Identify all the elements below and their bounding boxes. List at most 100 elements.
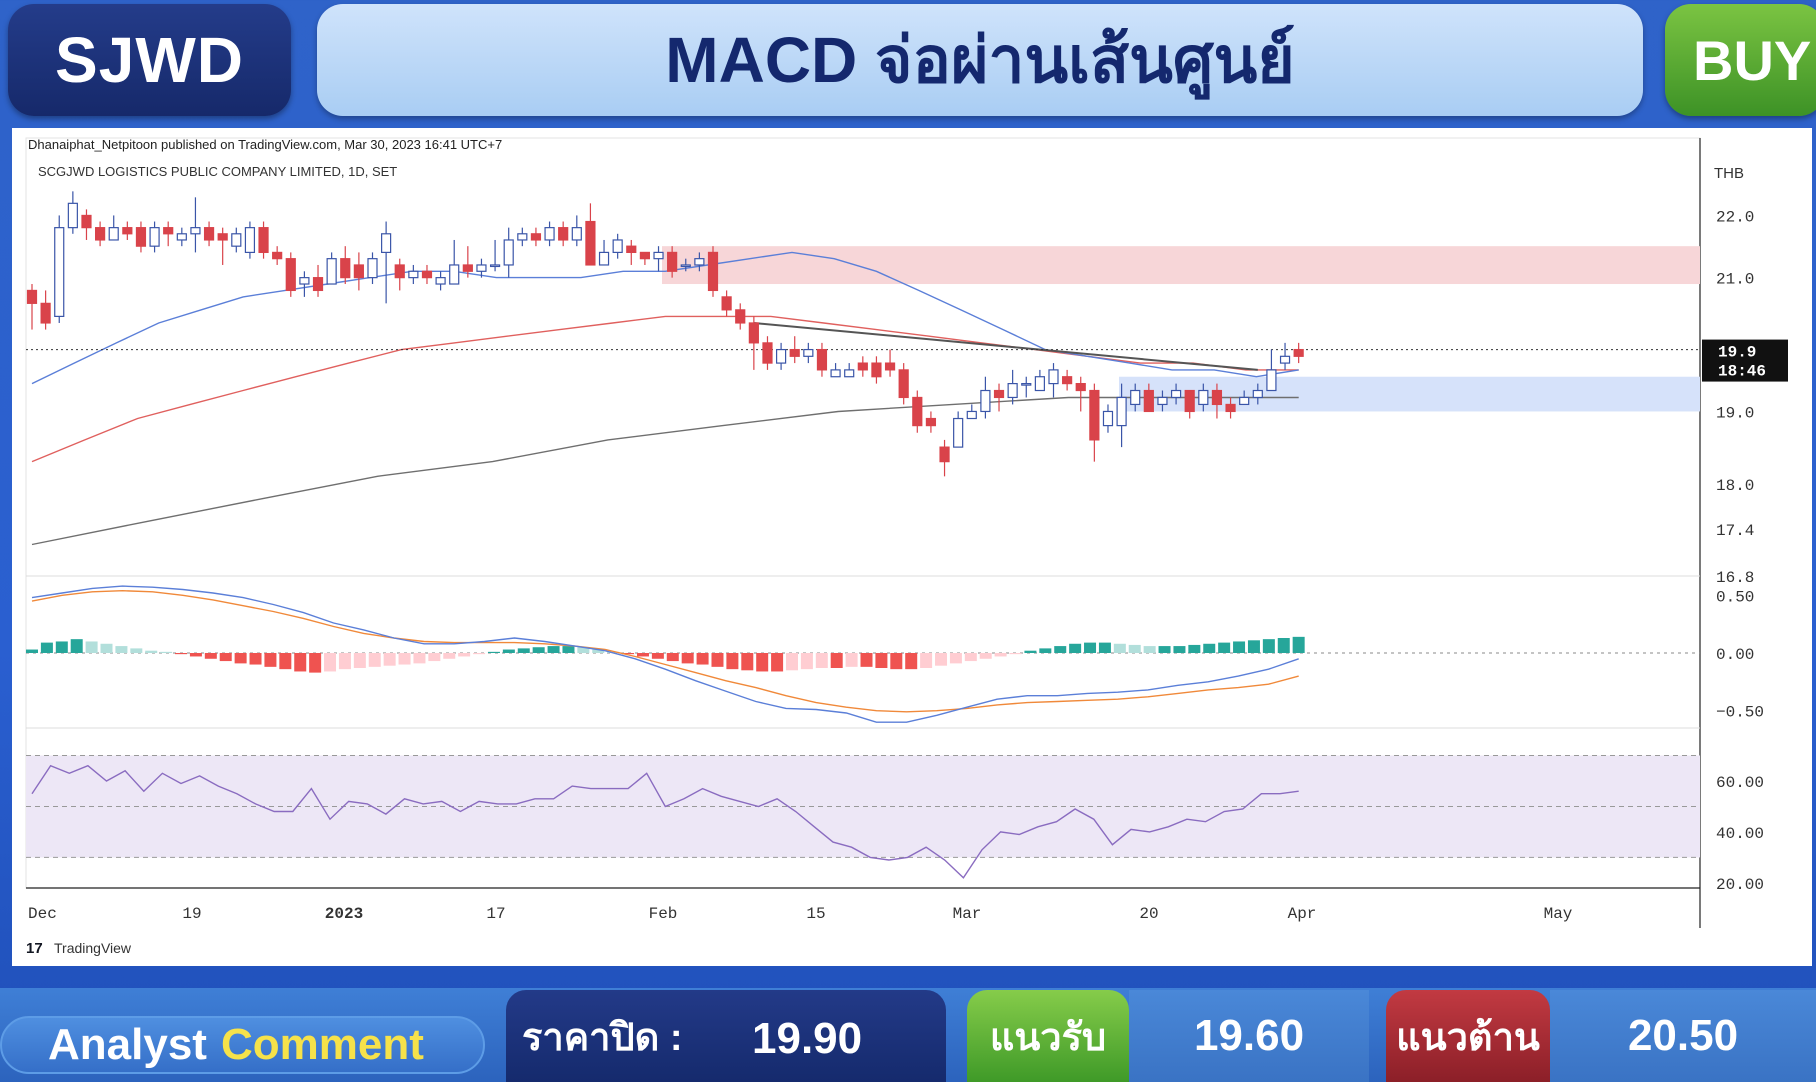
time-tick-label: 19 xyxy=(182,905,201,923)
macd-histogram-bar xyxy=(189,653,202,657)
time-tick-label: May xyxy=(1544,905,1573,923)
symbol-line: SCGJWD LOGISTICS PUBLIC COMPANY LIMITED,… xyxy=(38,164,397,179)
support-value-box: 19.60 xyxy=(1129,990,1369,1082)
macd-histogram-bar xyxy=(815,653,828,668)
macd-histogram-bar xyxy=(696,653,709,665)
macd-histogram-bar xyxy=(279,653,292,670)
candle-body xyxy=(421,270,433,279)
macd-histogram-bar xyxy=(756,653,769,672)
macd-histogram-bar xyxy=(860,653,873,667)
candle-body xyxy=(1089,389,1100,441)
tradingview-logo-icon: 17 xyxy=(26,940,43,957)
candle-body xyxy=(67,202,78,229)
macd-histogram-bar xyxy=(666,653,679,662)
candle-body xyxy=(1211,389,1223,406)
macd-histogram-bar xyxy=(949,653,962,664)
candle-body xyxy=(408,270,419,279)
candle-body xyxy=(1075,383,1086,392)
signal-text: BUY xyxy=(1693,28,1812,92)
macd-histogram-bar xyxy=(115,646,128,653)
macd-histogram-bar xyxy=(636,653,649,657)
macd-histogram-bar xyxy=(145,650,158,653)
macd-histogram-bar xyxy=(979,653,992,659)
macd-histogram-bar xyxy=(711,653,724,667)
candle-body xyxy=(108,227,119,241)
candle-body xyxy=(122,227,133,235)
candle-body xyxy=(1102,410,1114,427)
macd-histogram-bar xyxy=(204,653,217,659)
macd-histogram-bar xyxy=(532,647,545,653)
candle-body xyxy=(1252,389,1263,399)
macd-histogram-bar xyxy=(473,653,486,655)
candle-body xyxy=(476,264,487,272)
candle-body xyxy=(54,227,65,317)
candle-body xyxy=(1116,396,1127,427)
publisher-line: Dhanaiphat_Netpitoon published on Tradin… xyxy=(28,137,502,152)
macd-histogram-bar xyxy=(1039,648,1052,653)
candle-body xyxy=(735,309,746,324)
candle-body xyxy=(1143,389,1154,413)
comment-word: Comment xyxy=(220,1020,424,1069)
macd-histogram-bar xyxy=(1009,653,1022,655)
candle-body xyxy=(626,245,637,254)
macd-line xyxy=(31,585,1299,723)
macd-signal-line xyxy=(31,589,1299,713)
macd-histogram-bar xyxy=(920,653,933,668)
headline-banner: MACD จ่อผ่านเส้นศูนย์ xyxy=(317,4,1643,116)
candle-body xyxy=(1034,376,1045,392)
candle-body xyxy=(1048,369,1059,385)
macd-histogram-bar xyxy=(338,653,351,670)
rsi-tick-label: 60.00 xyxy=(1716,774,1764,792)
macd-tick-label: −0.50 xyxy=(1716,704,1764,722)
ma-slow-line xyxy=(31,396,1299,546)
candle-body xyxy=(231,233,242,247)
macd-histogram-bar xyxy=(294,653,307,672)
close-price-box: ราคาปิด : 19.90 xyxy=(506,990,946,1082)
close-price-label: ราคาปิด : xyxy=(522,1017,683,1059)
candle-body xyxy=(925,417,937,427)
candle-body xyxy=(26,289,38,304)
candle-body xyxy=(966,410,977,420)
macd-histogram-bar xyxy=(1113,643,1126,653)
candle-body xyxy=(135,227,147,247)
candle-body xyxy=(149,227,160,247)
candle-body xyxy=(530,233,542,241)
macd-tick-label: 0.50 xyxy=(1716,588,1754,606)
macd-histogram-bar xyxy=(741,653,754,671)
candle-body xyxy=(1293,348,1304,357)
macd-histogram-bar xyxy=(964,653,977,662)
macd-histogram-bar xyxy=(443,653,456,659)
analyst-word: Analyst xyxy=(48,1020,207,1069)
macd-histogram-bar xyxy=(40,642,53,653)
candle-body xyxy=(1021,383,1032,386)
macd-histogram-bar xyxy=(1158,646,1171,653)
macd-histogram-bar xyxy=(100,643,113,653)
macd-histogram-bar xyxy=(1292,636,1305,653)
signal-badge: BUY xyxy=(1665,4,1816,116)
macd-histogram-bar xyxy=(398,653,411,665)
macd-histogram-bar xyxy=(935,653,948,666)
candle-body xyxy=(612,239,623,254)
last-price-tag xyxy=(1702,339,1788,382)
candle-body xyxy=(748,322,759,344)
candle-body xyxy=(462,264,473,272)
support-label-text: แนวรับ xyxy=(989,1016,1107,1059)
macd-histogram-bar xyxy=(353,653,366,668)
time-tick-label: Feb xyxy=(649,905,678,923)
candle-body xyxy=(803,348,814,357)
macd-histogram-bar xyxy=(70,639,83,653)
macd-histogram-bar xyxy=(85,641,98,653)
macd-histogram-bar xyxy=(890,653,903,670)
candle-body xyxy=(884,362,896,371)
price-tick-label: 22.0 xyxy=(1716,208,1754,226)
candle-body xyxy=(1266,369,1277,392)
candle-body xyxy=(816,348,828,371)
price-tick-label: 18.0 xyxy=(1716,477,1754,495)
macd-histogram-bar xyxy=(175,653,188,655)
candle-body xyxy=(844,369,855,378)
candle-body xyxy=(517,233,528,241)
macd-histogram-bar xyxy=(547,646,560,653)
candle-body xyxy=(993,389,1005,399)
candle-body xyxy=(694,258,705,266)
macd-histogram-bar xyxy=(55,641,68,653)
